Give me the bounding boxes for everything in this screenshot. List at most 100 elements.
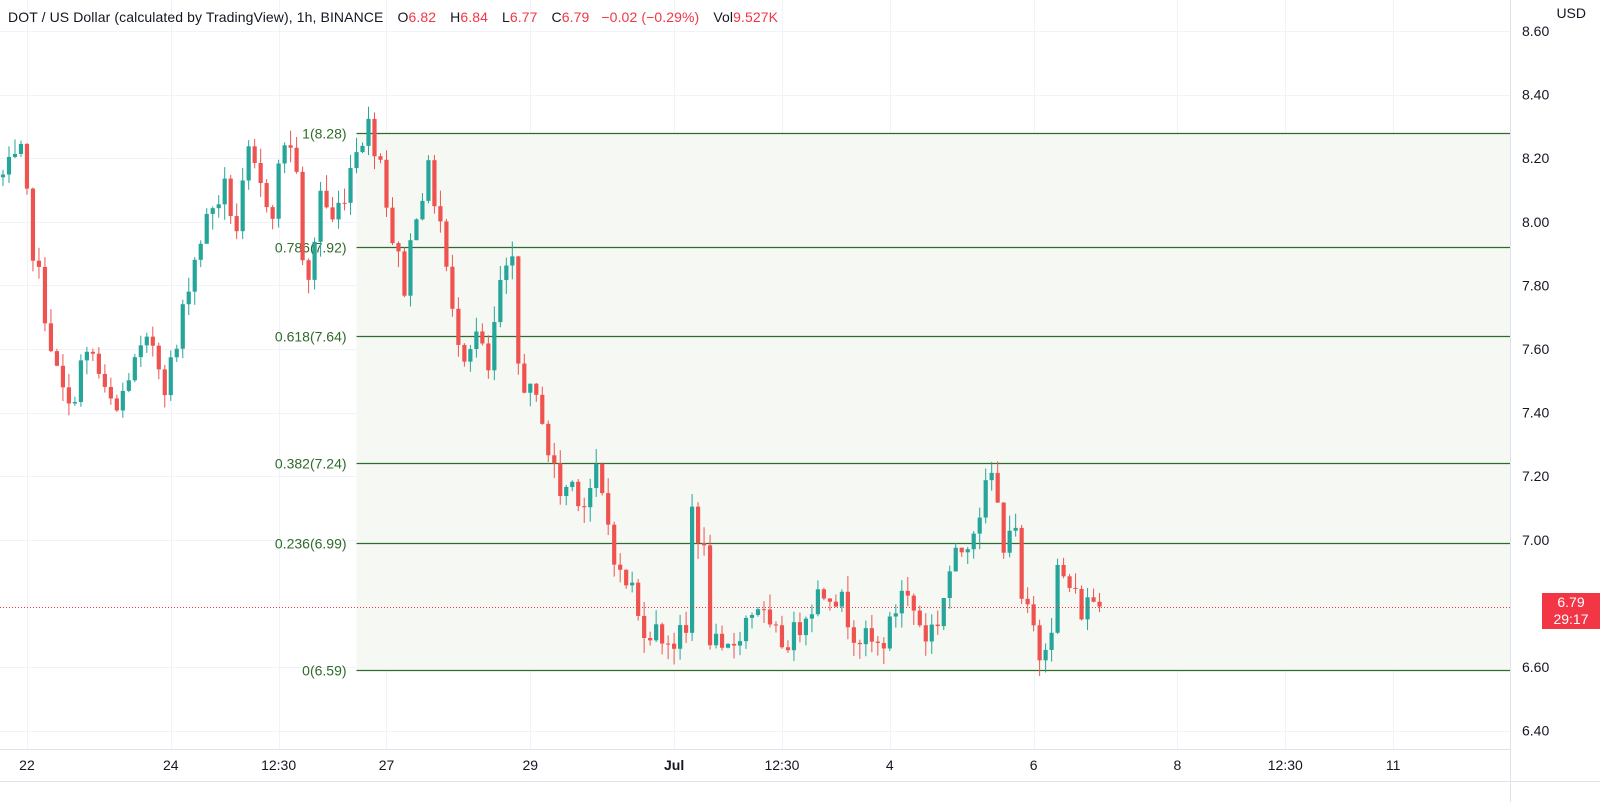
- low-label: L: [501, 9, 510, 25]
- candle: [360, 142, 365, 154]
- candle-body: [570, 481, 575, 487]
- y-tick-label: 8.40: [1522, 87, 1549, 103]
- candle: [588, 478, 593, 522]
- candle-body: [204, 213, 209, 244]
- candle-body: [833, 601, 838, 607]
- candle-body: [450, 266, 455, 309]
- candle-body: [839, 591, 844, 607]
- candle-body: [480, 331, 485, 344]
- candle: [552, 442, 557, 479]
- candle-body: [1031, 604, 1036, 626]
- candle-body: [528, 383, 533, 393]
- candle: [114, 394, 119, 412]
- candle: [354, 137, 359, 174]
- candle-body: [875, 641, 880, 643]
- candle-body: [1043, 649, 1048, 661]
- candle: [456, 297, 461, 357]
- candle: [276, 159, 281, 228]
- candle: [630, 571, 635, 593]
- candle: [648, 631, 653, 646]
- candle-body: [558, 463, 563, 497]
- candle-body: [516, 256, 521, 364]
- candle-body: [234, 216, 239, 232]
- candle-body: [486, 343, 491, 371]
- symbol-title[interactable]: DOT / US Dollar (calculated by TradingVi…: [8, 9, 384, 25]
- fibonacci-retracement[interactable]: 1(8.28) 0.786(7.92) 0.618(7.64) 0.382(7.24)…: [275, 126, 1510, 679]
- candle-body: [108, 386, 113, 399]
- candle-body: [414, 219, 419, 241]
- candle: [156, 342, 161, 380]
- candle-body: [78, 360, 83, 403]
- candle-body: [372, 118, 377, 157]
- candle: [989, 461, 994, 491]
- candle: [6, 146, 12, 183]
- candle-body: [402, 251, 407, 296]
- candle: [414, 218, 419, 241]
- symbol-legend[interactable]: DOT / US Dollar (calculated by TradingVi…: [8, 9, 778, 25]
- candle: [636, 578, 641, 621]
- candle: [737, 631, 743, 656]
- candle: [719, 625, 725, 651]
- candle-body: [288, 145, 293, 148]
- candle-body: [552, 455, 557, 464]
- candle: [450, 254, 455, 317]
- candle: [372, 112, 377, 170]
- candle: [869, 614, 874, 653]
- candle: [845, 575, 850, 640]
- candle-body: [12, 153, 18, 157]
- candle: [336, 190, 341, 229]
- candle-body: [390, 207, 395, 244]
- fib-level-label: 0.236(6.99): [275, 536, 347, 552]
- candle-body: [618, 564, 623, 570]
- candle-body: [815, 589, 821, 615]
- candle-body: [444, 221, 449, 267]
- candle: [701, 527, 707, 556]
- x-tick-label: 6: [1030, 757, 1038, 773]
- candle: [348, 154, 353, 215]
- candle: [1049, 618, 1054, 662]
- candle-body: [252, 146, 257, 163]
- candle-body: [743, 617, 749, 642]
- candle-body: [120, 390, 125, 411]
- candle: [689, 494, 695, 642]
- candle: [731, 632, 737, 659]
- candle-body: [863, 628, 868, 645]
- candle: [755, 606, 761, 617]
- candle: [564, 484, 569, 506]
- candle: [192, 257, 197, 305]
- candle-body: [785, 647, 791, 651]
- candle-body: [186, 291, 191, 305]
- candle-body: [809, 614, 815, 619]
- candle: [54, 348, 60, 367]
- candle: [863, 620, 868, 657]
- candle: [827, 597, 832, 611]
- candle-body: [126, 380, 131, 391]
- candle-body: [270, 207, 275, 219]
- candle: [1043, 643, 1048, 673]
- candle: [1097, 592, 1102, 613]
- candle: [84, 346, 89, 375]
- currency-label[interactable]: USD: [1556, 5, 1586, 21]
- candle: [875, 635, 880, 656]
- candle-body: [1037, 625, 1042, 661]
- candle: [672, 632, 677, 665]
- candle: [60, 354, 66, 402]
- candle-body: [797, 622, 803, 636]
- candle: [881, 637, 886, 665]
- candle-body: [150, 336, 155, 346]
- candle: [594, 449, 599, 497]
- candle: [809, 604, 815, 633]
- candle-body: [312, 241, 317, 280]
- candle: [90, 348, 95, 362]
- candle-body: [540, 394, 545, 424]
- candle-body: [534, 383, 539, 395]
- candle-body: [636, 582, 641, 616]
- candle: [678, 614, 683, 660]
- candle: [540, 386, 545, 425]
- x-tick-label: 8: [1174, 757, 1182, 773]
- candle-body: [941, 598, 946, 627]
- candle: [803, 616, 809, 646]
- candle-body: [1055, 564, 1060, 633]
